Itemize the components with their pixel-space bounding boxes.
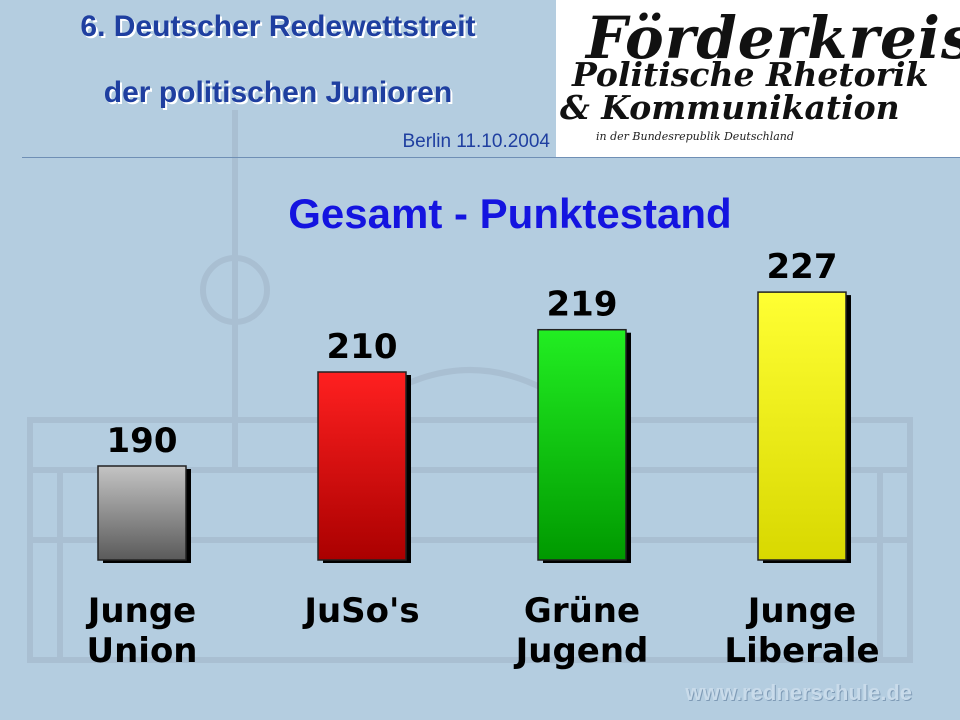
bar-value-label: 227 xyxy=(767,247,838,287)
bar-2 xyxy=(537,328,627,561)
bar-value-label: 219 xyxy=(547,285,618,325)
chart-title: Gesamt - Punktestand xyxy=(288,190,732,237)
header-date: Berlin 11.10.2004 xyxy=(402,131,550,152)
logo-line2: Politische Rhetorik xyxy=(572,55,929,94)
footer-url[interactable]: www.rednerschule.de xyxy=(685,680,912,705)
category-label: Grüne xyxy=(524,591,640,631)
category-label: Junge xyxy=(86,591,196,631)
header-divider xyxy=(22,157,960,158)
category-label: JuSo's xyxy=(302,591,419,631)
category-label: Junge xyxy=(746,591,856,631)
bar-1 xyxy=(317,371,407,561)
logo-line4: in der Bundesrepublik Deutschland xyxy=(596,130,794,143)
logo-line3: & Kommunikation xyxy=(560,88,900,127)
logo: Förderkreis Politische Rhetorik & Kommun… xyxy=(556,0,960,157)
category-label: Union xyxy=(86,631,197,671)
bar-3 xyxy=(757,291,847,561)
logo-line1: Förderkreis xyxy=(586,4,960,72)
bar-value-label: 190 xyxy=(107,421,178,461)
category-label: Jugend xyxy=(514,631,649,671)
header-title-line1: 6. Deutscher Redewettstreit xyxy=(80,10,476,43)
category-label: Liberale xyxy=(724,631,879,671)
bar-0 xyxy=(97,465,187,561)
bar-value-label: 210 xyxy=(327,327,398,367)
header-title-line2: der politischen Junioren xyxy=(103,76,453,109)
